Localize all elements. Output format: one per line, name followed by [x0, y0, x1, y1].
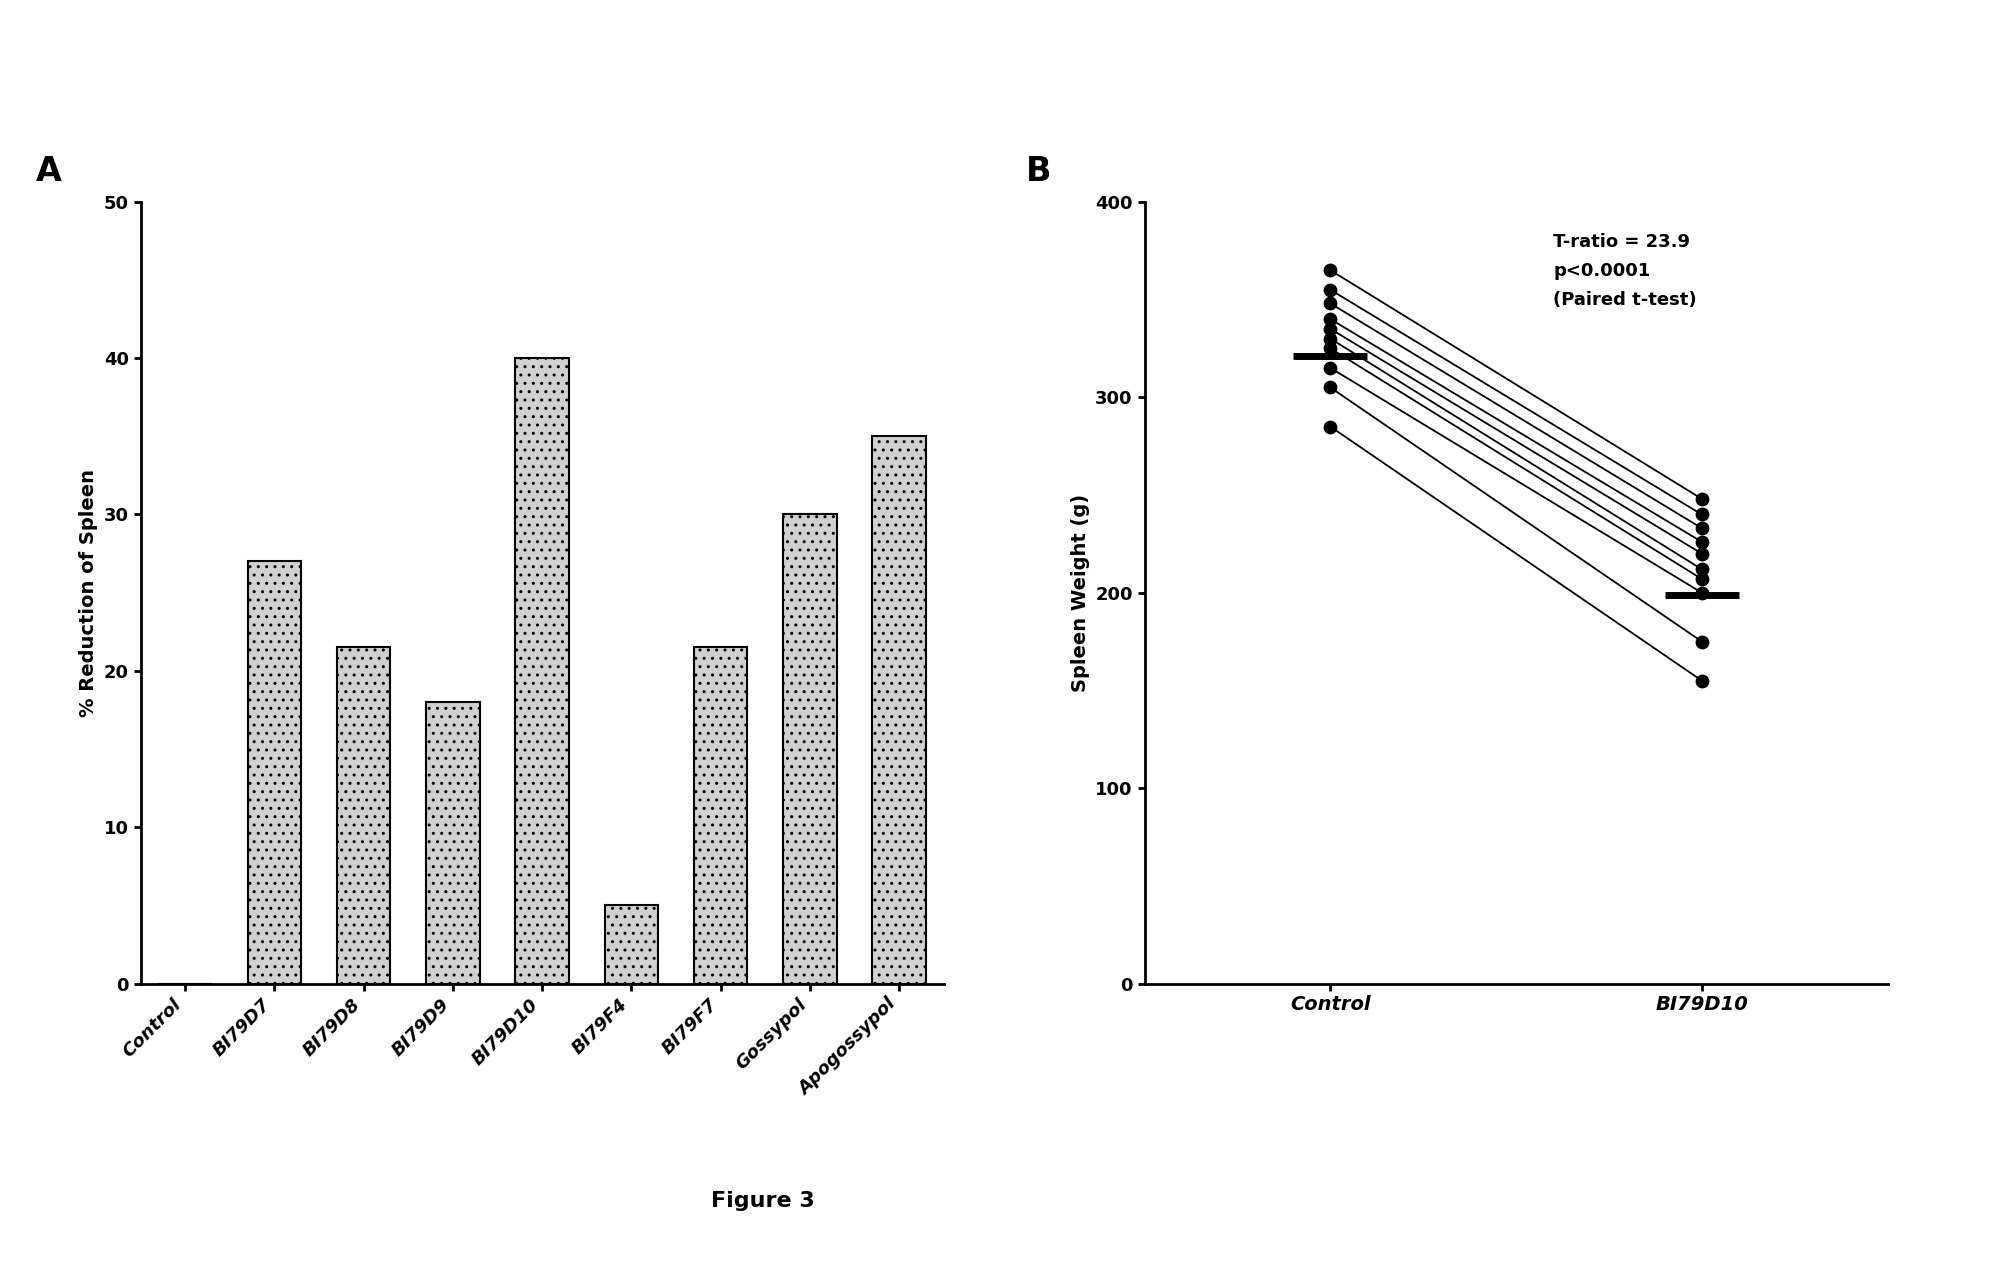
Point	[1686, 559, 1718, 579]
Point	[1313, 416, 1345, 436]
Point	[1686, 504, 1718, 525]
Point	[1313, 338, 1345, 358]
Point	[1686, 583, 1718, 603]
Point	[1313, 329, 1345, 349]
Bar	[425, 702, 480, 984]
Point	[1313, 377, 1345, 397]
Y-axis label: % Reduction of Spleen: % Reduction of Spleen	[78, 469, 98, 716]
Point	[1686, 569, 1718, 589]
Bar	[247, 561, 301, 984]
Text: T-ratio = 23.9
p<0.0001
(Paired t-test): T-ratio = 23.9 p<0.0001 (Paired t-test)	[1553, 233, 1696, 309]
Text: A: A	[36, 155, 62, 188]
Point	[1313, 280, 1345, 300]
Point	[1313, 309, 1345, 329]
Point	[1313, 358, 1345, 378]
Y-axis label: Spleen Weight (g): Spleen Weight (g)	[1070, 493, 1090, 692]
Bar	[871, 436, 925, 984]
Point	[1686, 632, 1718, 652]
Point	[1686, 489, 1718, 509]
Point	[1686, 671, 1718, 691]
Point	[1686, 543, 1718, 564]
Text: Figure 3: Figure 3	[710, 1190, 815, 1211]
Bar	[516, 358, 568, 984]
Point	[1686, 518, 1718, 538]
Point	[1313, 260, 1345, 280]
Point	[1313, 319, 1345, 339]
Point	[1686, 532, 1718, 552]
Point	[1313, 294, 1345, 314]
Bar	[337, 647, 389, 984]
Bar	[783, 514, 837, 984]
Bar	[604, 905, 658, 984]
Text: B: B	[1026, 155, 1050, 188]
Bar	[694, 647, 747, 984]
